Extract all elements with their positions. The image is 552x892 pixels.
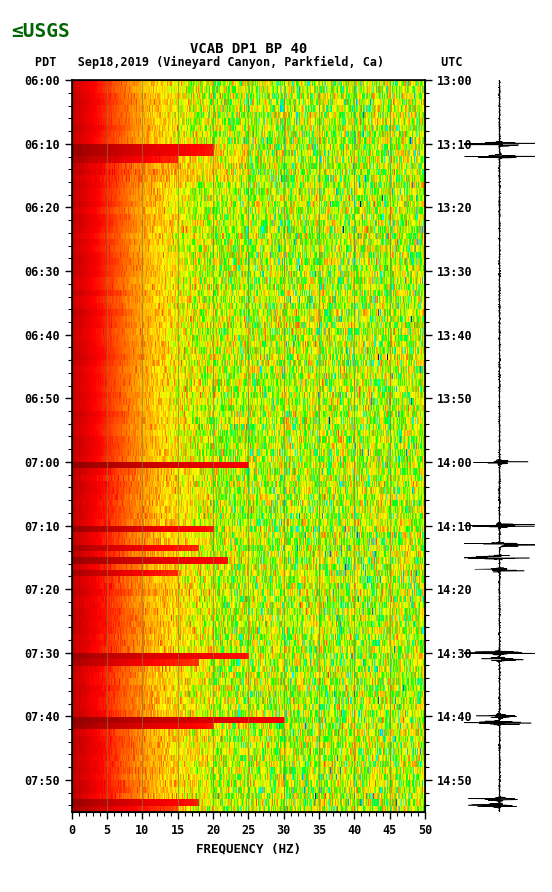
Text: PDT   Sep18,2019 (Vineyard Canyon, Parkfield, Ca)        UTC: PDT Sep18,2019 (Vineyard Canyon, Parkfie…	[35, 56, 462, 69]
X-axis label: FREQUENCY (HZ): FREQUENCY (HZ)	[196, 842, 301, 855]
Text: VCAB DP1 BP 40: VCAB DP1 BP 40	[190, 42, 307, 56]
Text: ≤USGS: ≤USGS	[11, 21, 70, 41]
